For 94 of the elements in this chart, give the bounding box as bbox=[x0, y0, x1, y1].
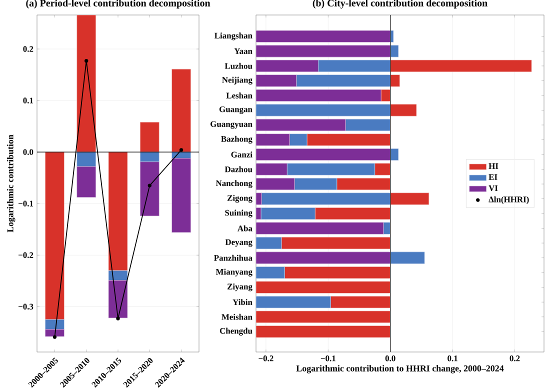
bar bbox=[76, 152, 96, 167]
y-tick-label: Guangyuan bbox=[210, 121, 252, 129]
point bbox=[179, 148, 184, 152]
legend-label: HI bbox=[488, 163, 498, 169]
bar bbox=[45, 329, 64, 337]
y-tick-label: Bazhong bbox=[221, 136, 252, 144]
bar bbox=[256, 30, 391, 43]
x-tick-label: −0.2 bbox=[258, 356, 274, 362]
bar bbox=[76, 166, 96, 198]
bar bbox=[390, 60, 532, 72]
y-tick-label: Dazhou bbox=[224, 166, 252, 172]
y-tick-label: Aba bbox=[238, 225, 252, 232]
y-tick-label: Leshan bbox=[226, 92, 252, 98]
bar bbox=[140, 122, 160, 152]
bar bbox=[336, 178, 391, 190]
y-axis-title: Logarithmic contribution bbox=[7, 134, 16, 232]
bar bbox=[256, 163, 288, 176]
y-tick-label: Suining bbox=[225, 210, 252, 218]
bar bbox=[374, 163, 391, 176]
bar bbox=[390, 252, 425, 264]
bar bbox=[108, 152, 128, 271]
y-tick-label: Luzhou bbox=[224, 62, 252, 69]
bar bbox=[314, 207, 391, 220]
bar bbox=[390, 104, 417, 116]
bar bbox=[345, 118, 391, 132]
y-tick-label: Zigong bbox=[227, 194, 252, 203]
legend-label: VI bbox=[488, 185, 498, 191]
bar bbox=[260, 207, 316, 220]
bar bbox=[172, 158, 191, 233]
point bbox=[116, 316, 120, 320]
bar bbox=[108, 270, 128, 281]
y-tick-label: Yibin bbox=[232, 299, 252, 306]
bar bbox=[318, 60, 391, 72]
bar bbox=[296, 74, 391, 87]
bar bbox=[256, 104, 391, 116]
y-tick-label: Nanchong bbox=[216, 180, 252, 188]
y-tick-label: Guangan bbox=[219, 106, 252, 114]
x-tick-label: −0.1 bbox=[320, 356, 336, 362]
y-tick-label: Ganzi bbox=[231, 152, 252, 158]
bar bbox=[256, 252, 391, 264]
bar bbox=[256, 192, 262, 205]
bar bbox=[256, 89, 382, 102]
x-tick-label: 0.0 bbox=[385, 356, 396, 362]
bar bbox=[256, 310, 391, 323]
bar bbox=[284, 266, 391, 279]
bar bbox=[256, 326, 391, 338]
bar bbox=[256, 222, 384, 234]
bar bbox=[390, 192, 430, 205]
y-tick-label: Ziyang bbox=[227, 283, 252, 292]
bar bbox=[390, 74, 400, 87]
bar bbox=[256, 281, 391, 294]
bar bbox=[390, 30, 394, 43]
bar bbox=[256, 74, 297, 87]
bar bbox=[256, 45, 391, 58]
x-axis-title: Logarithmic contribution to HHRI change, 2000–2024 bbox=[296, 365, 504, 374]
x-tick-label: 0.2 bbox=[510, 356, 520, 362]
point bbox=[52, 335, 57, 339]
bar bbox=[289, 134, 308, 146]
bar bbox=[281, 236, 391, 250]
bar bbox=[390, 148, 399, 161]
bar bbox=[45, 152, 64, 320]
bar bbox=[294, 178, 338, 190]
bar bbox=[256, 148, 391, 161]
bar bbox=[286, 163, 376, 176]
bar bbox=[390, 45, 399, 58]
bar bbox=[45, 319, 64, 330]
bar bbox=[306, 134, 391, 146]
y-tick-label: Panzhihua bbox=[214, 254, 252, 261]
legend-label: Δln(HHRI) bbox=[488, 196, 529, 204]
y-tick-label: −0.1 bbox=[18, 200, 34, 206]
bar bbox=[256, 296, 331, 308]
bar bbox=[108, 280, 128, 318]
point bbox=[148, 184, 152, 188]
bar bbox=[140, 162, 160, 216]
y-tick-label: 0.1 bbox=[23, 98, 34, 104]
x-tick-label: 0.1 bbox=[448, 356, 458, 362]
bar bbox=[330, 296, 391, 308]
bar bbox=[256, 266, 285, 279]
y-tick-label: Mianyang bbox=[216, 268, 252, 276]
bar bbox=[261, 192, 391, 205]
bar bbox=[172, 68, 191, 152]
y-tick-label: Deyang bbox=[225, 239, 252, 247]
bar bbox=[256, 134, 290, 146]
y-tick-label: Chengdu bbox=[220, 328, 252, 336]
y-tick-label: 0.2 bbox=[23, 46, 34, 52]
point bbox=[84, 59, 88, 63]
y-tick-label: −0.2 bbox=[18, 252, 34, 258]
y-tick-label: 0.0 bbox=[23, 149, 34, 155]
y-tick-label: Neijiang bbox=[222, 76, 252, 85]
y-tick-label: −0.3 bbox=[18, 304, 34, 310]
y-tick-label: Meishan bbox=[222, 314, 252, 320]
y-tick-label: Liangshan bbox=[214, 32, 252, 40]
y-tick-label: Yaan bbox=[234, 48, 252, 54]
legend-label: EI bbox=[488, 174, 498, 180]
